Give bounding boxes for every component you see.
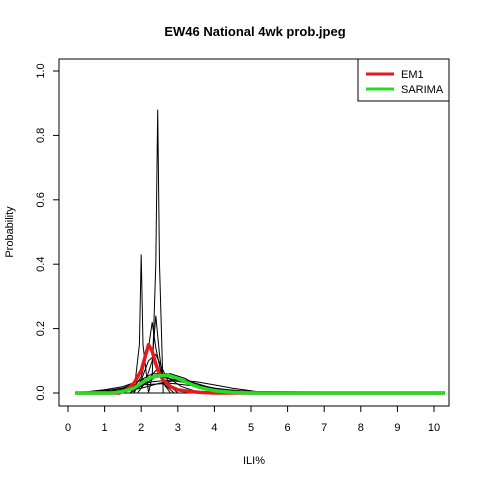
series-line-sarima	[75, 373, 445, 395]
y-tick-label: 0.4	[35, 257, 47, 272]
x-tick-label: 1	[102, 422, 108, 434]
x-tick-label: 6	[285, 422, 291, 434]
x-axis-label: ILI%	[243, 455, 265, 467]
chart-title: EW46 National 4wk prob.jpeg	[164, 24, 345, 39]
x-tick-label: 10	[428, 422, 440, 434]
legend-label-sarima: SARIMA	[401, 84, 444, 96]
legend: EM1 SARIMA	[357, 58, 450, 102]
x-tick-label: 2	[138, 422, 144, 434]
x-tick-label: 5	[248, 422, 254, 434]
series-line-em1	[75, 342, 445, 395]
legend-box	[357, 58, 450, 102]
x-tick-label: 3	[175, 422, 181, 434]
x-tick-label: 8	[358, 422, 364, 434]
x-tick-label: 9	[394, 422, 400, 434]
y-tick-label: 1.0	[35, 63, 47, 78]
y-tick-label: 0.0	[35, 385, 47, 400]
y-tick-label: 0.8	[35, 128, 47, 143]
y-tick-label: 0.2	[35, 321, 47, 336]
x-tick-label: 0	[65, 422, 71, 434]
model-curve-2	[75, 322, 445, 394]
x-tick-label: 7	[321, 422, 327, 434]
model-curve-0	[75, 109, 445, 394]
x-axis: 0 1 2 3 4 5 6 7 8 9 10	[65, 405, 440, 434]
highlighted-series	[75, 342, 445, 395]
model-curve-3	[75, 315, 445, 394]
x-tick-label: 4	[211, 422, 217, 434]
y-tick-label: 0.6	[35, 192, 47, 207]
y-axis-label: Probability	[4, 206, 16, 258]
model-curves	[75, 109, 446, 394]
y-axis: 0.0 0.2 0.4 0.6 0.8 1.0	[35, 63, 60, 401]
legend-label-em1: EM1	[401, 69, 424, 81]
model-curve-1	[75, 254, 445, 394]
plot-frame	[58, 58, 450, 407]
